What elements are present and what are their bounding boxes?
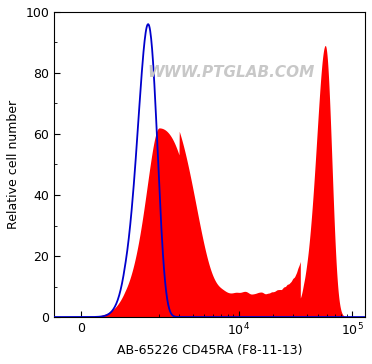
Text: WWW.PTGLAB.COM: WWW.PTGLAB.COM (148, 66, 315, 80)
Y-axis label: Relative cell number: Relative cell number (7, 100, 20, 229)
X-axis label: AB-65226 CD45RA (F8-11-13): AB-65226 CD45RA (F8-11-13) (117, 344, 302, 357)
